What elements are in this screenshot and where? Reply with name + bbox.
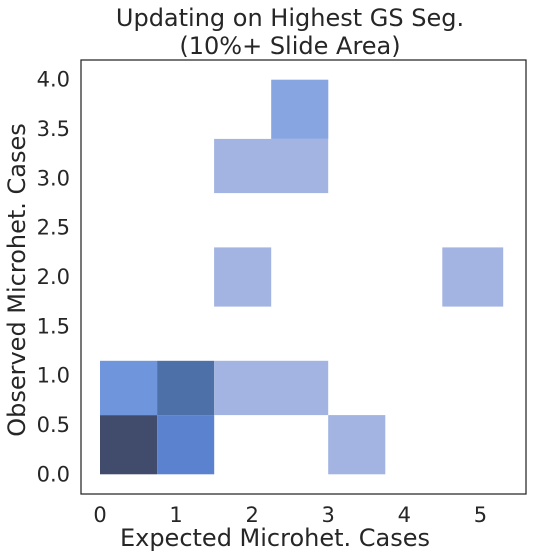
y-tick-label: 4.0 — [37, 68, 70, 92]
heatmap-cell-9 — [271, 79, 329, 139]
plot-frame — [80, 59, 527, 495]
heatmap-cell-0 — [100, 415, 158, 475]
heatmap-cell-2 — [100, 360, 158, 416]
heatmap-cell-1 — [157, 415, 215, 475]
y-tick-label: 3.0 — [37, 166, 70, 190]
x-tick-label: 3 — [322, 503, 335, 527]
heatmap-cells — [100, 79, 504, 475]
x-tick-label: 0 — [93, 503, 106, 527]
y-tick-label: 0.0 — [37, 462, 70, 486]
heatmap-cell-6 — [214, 247, 272, 307]
x-tick-label: 4 — [398, 503, 411, 527]
y-tick-label: 3.5 — [37, 117, 70, 141]
heatmap-cell-8 — [214, 138, 329, 194]
heatmap-cell-7 — [442, 247, 504, 307]
y-tick-label: 1.5 — [37, 314, 70, 338]
y-tick-labels: 0.0 0.5 1.0 1.5 2.0 2.5 3.0 3.5 4.0 — [37, 68, 70, 487]
y-axis-label: Observed Microhet. Cases — [3, 123, 31, 437]
heatmap-cell-5 — [328, 415, 386, 475]
heatmap-cell-3 — [157, 360, 215, 416]
x-tick-label: 2 — [246, 503, 259, 527]
x-tick-labels: 0 1 2 3 4 5 — [93, 503, 487, 527]
chart-title-line1: Updating on Highest GS Seg. — [116, 4, 464, 32]
y-tick-label: 2.0 — [37, 265, 70, 289]
y-tick-label: 0.5 — [37, 413, 70, 437]
chart-title-line2: (10%+ Slide Area) — [179, 32, 400, 60]
y-tick-label: 2.5 — [37, 216, 70, 240]
heatmap-cell-4 — [214, 360, 329, 416]
x-tick-label: 5 — [474, 503, 487, 527]
x-axis-label: Expected Microhet. Cases — [120, 524, 430, 552]
x-tick-label: 1 — [169, 503, 182, 527]
y-tick-label: 1.0 — [37, 364, 70, 388]
